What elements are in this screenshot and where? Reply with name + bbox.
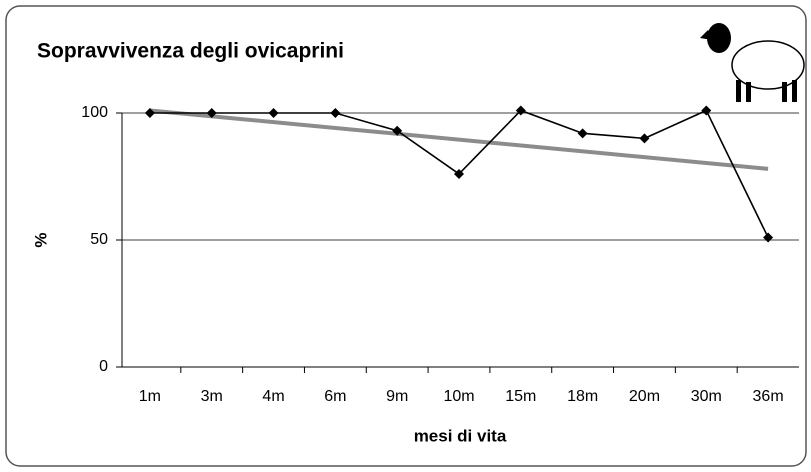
x-tick-label: 9m bbox=[386, 388, 408, 405]
x-tick-label: 36m bbox=[753, 388, 784, 405]
y-axis-label: % bbox=[31, 232, 50, 247]
data-marker bbox=[763, 232, 774, 243]
trend-line bbox=[149, 108, 769, 171]
y-tick-label: 50 bbox=[90, 231, 108, 248]
data-marker bbox=[392, 125, 403, 136]
x-axis-label: mesi di vita bbox=[414, 426, 507, 445]
x-tick-label: 30m bbox=[691, 388, 722, 405]
chart-title: Sopravvivenza degli ovicaprini bbox=[37, 40, 344, 63]
data-marker bbox=[144, 108, 155, 118]
x-tick-label: 6m bbox=[324, 388, 346, 405]
data-marker bbox=[454, 168, 464, 179]
data-marker bbox=[268, 108, 279, 118]
x-tick-label: 4m bbox=[262, 388, 284, 405]
data-marker bbox=[701, 105, 712, 116]
chart-frame bbox=[5, 5, 807, 467]
data-marker bbox=[639, 133, 650, 144]
x-tick-label: 15m bbox=[505, 388, 536, 405]
sheep-illustration bbox=[700, 23, 805, 102]
y-tick-label: 0 bbox=[99, 358, 108, 375]
y-tick-label: 100 bbox=[81, 104, 108, 121]
x-tick-label: 20m bbox=[629, 388, 660, 405]
x-tick-label: 18m bbox=[567, 388, 598, 405]
x-tick-label: 3m bbox=[201, 388, 223, 405]
data-marker bbox=[515, 105, 526, 116]
x-tick-label: 10m bbox=[443, 388, 474, 405]
data-marker bbox=[206, 108, 217, 118]
data-marker bbox=[330, 108, 341, 118]
data-marker bbox=[577, 128, 588, 139]
x-tick-label: 1m bbox=[139, 388, 161, 405]
